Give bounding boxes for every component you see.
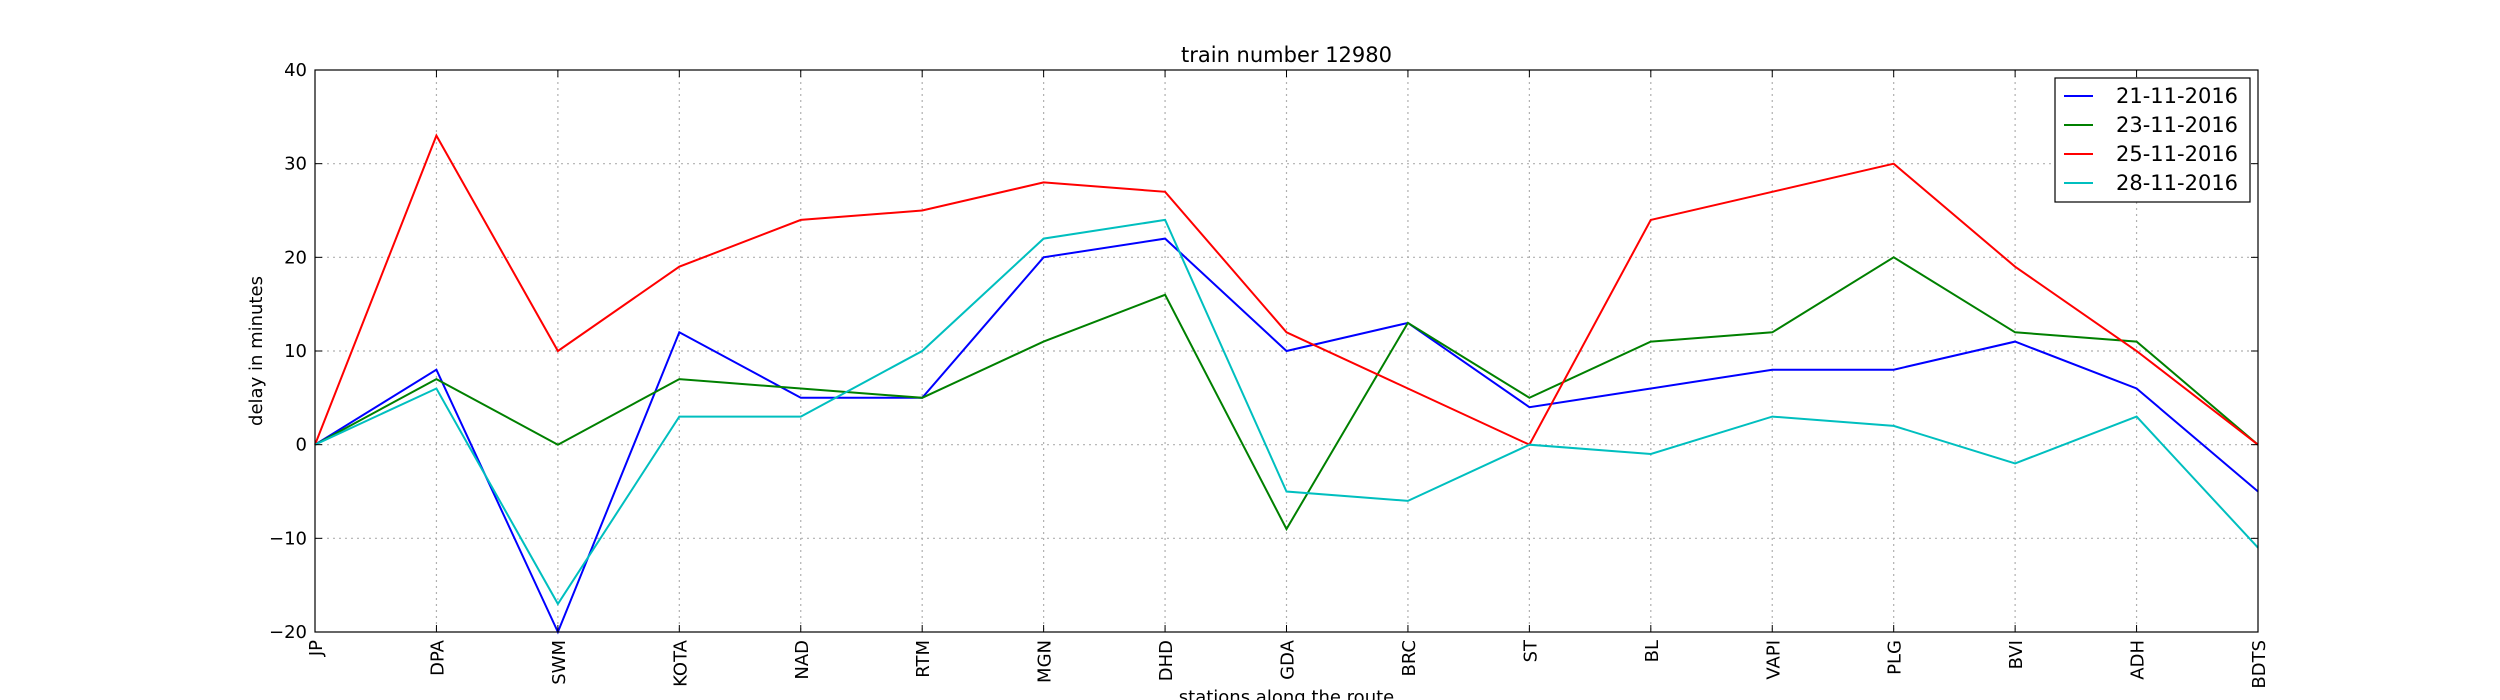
x-tick-label: VAPI xyxy=(1763,640,1784,680)
x-tick-label: SWM xyxy=(549,640,570,685)
y-tick-label: 20 xyxy=(284,247,307,268)
x-tick-label: GDA xyxy=(1278,639,1299,679)
series-line-28-11-2016 xyxy=(314,218,2259,606)
y-tick-label: −10 xyxy=(269,528,307,549)
series-line-25-11-2016 xyxy=(314,133,2259,447)
legend-label: 23-11-2016 xyxy=(2116,113,2238,137)
x-tick-label: DPA xyxy=(427,639,448,676)
x-tick-label: JP xyxy=(306,640,327,657)
x-tick-label: DHD xyxy=(1156,640,1177,681)
axis-ticks: −20 −10 0 10 20 30 40 JP DPA SWM KOTA NAD RTM MGN DHD G… xyxy=(269,60,2270,689)
x-axis-label: stations along the route xyxy=(1179,687,1394,700)
chart-title: train number 12980 xyxy=(1181,43,1392,67)
series-line-23-11-2016 xyxy=(314,256,2259,532)
legend: 21-11-2016 23-11-2016 25-11-2016 28-11-2016 xyxy=(2054,77,2251,203)
x-tick-label: BVI xyxy=(2006,640,2027,669)
legend-label: 25-11-2016 xyxy=(2116,142,2238,166)
x-tick-label: ST xyxy=(1520,639,1541,662)
grid-lines xyxy=(315,70,2258,632)
y-tick-label: −20 xyxy=(269,622,307,643)
x-tick-label: KOTA xyxy=(670,639,691,687)
y-tick-label: 10 xyxy=(284,341,307,362)
x-tick-label: BRC xyxy=(1399,640,1420,677)
y-tick-label: 30 xyxy=(284,154,307,175)
x-tick-label: NAD xyxy=(792,640,813,680)
x-tick-label: PLG xyxy=(1885,640,1906,675)
x-tick-label: BL xyxy=(1642,640,1663,662)
x-tick-label: BDTS xyxy=(2249,640,2270,689)
x-tick-label: RTM xyxy=(913,640,934,678)
legend-box xyxy=(2054,77,2251,203)
series-layer xyxy=(314,133,2259,635)
y-axis-label: delay in minutes xyxy=(246,276,267,426)
legend-label: 28-11-2016 xyxy=(2116,171,2238,195)
x-tick-label: ADH xyxy=(2128,640,2149,680)
legend-label: 21-11-2016 xyxy=(2116,84,2238,108)
series-line-21-11-2016 xyxy=(314,237,2259,635)
x-tick-label: MGN xyxy=(1035,640,1056,683)
y-tick-label: 40 xyxy=(284,60,307,81)
y-tick-label: 0 xyxy=(296,435,307,456)
